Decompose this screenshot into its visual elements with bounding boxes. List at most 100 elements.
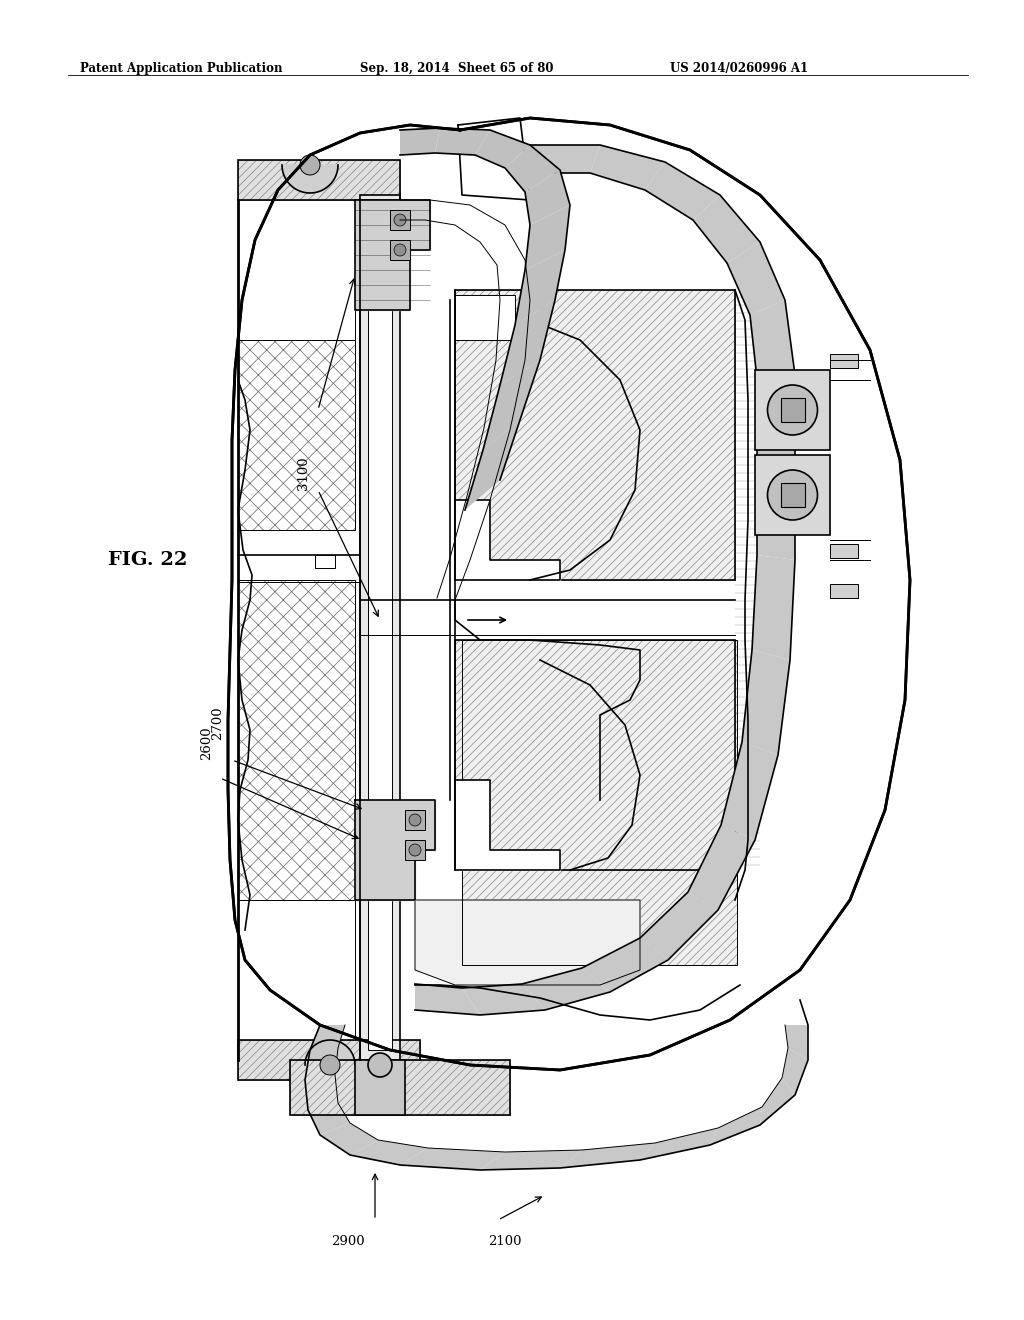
Bar xyxy=(238,900,355,1040)
Bar xyxy=(355,1060,406,1115)
Polygon shape xyxy=(721,742,778,840)
Circle shape xyxy=(319,1055,340,1074)
Bar xyxy=(390,210,410,230)
Polygon shape xyxy=(750,300,795,388)
Polygon shape xyxy=(455,780,560,870)
Bar xyxy=(315,554,335,568)
Bar xyxy=(755,370,830,450)
Polygon shape xyxy=(305,1040,355,1065)
Text: 2600: 2600 xyxy=(201,726,213,760)
Polygon shape xyxy=(415,983,480,1015)
Polygon shape xyxy=(727,242,785,315)
Bar xyxy=(290,1060,510,1115)
Polygon shape xyxy=(515,249,565,325)
Bar xyxy=(238,160,400,201)
Polygon shape xyxy=(522,968,610,1010)
Circle shape xyxy=(768,470,817,520)
Bar xyxy=(390,240,410,260)
Polygon shape xyxy=(752,554,795,660)
Polygon shape xyxy=(355,201,430,310)
Polygon shape xyxy=(483,360,540,450)
Polygon shape xyxy=(310,1026,345,1049)
Polygon shape xyxy=(528,145,600,173)
Polygon shape xyxy=(688,825,755,909)
Polygon shape xyxy=(480,1150,582,1170)
Circle shape xyxy=(768,385,817,436)
Polygon shape xyxy=(590,145,665,190)
Polygon shape xyxy=(350,1140,428,1166)
Bar xyxy=(455,640,735,870)
Bar xyxy=(830,354,858,368)
Bar xyxy=(455,290,735,579)
Bar xyxy=(360,195,400,1060)
Bar xyxy=(368,205,392,1049)
Bar xyxy=(780,483,805,507)
Polygon shape xyxy=(760,1078,795,1125)
Polygon shape xyxy=(525,170,570,224)
Text: 2900: 2900 xyxy=(331,1236,365,1247)
Bar xyxy=(755,455,830,535)
Bar xyxy=(406,840,425,861)
Polygon shape xyxy=(400,128,440,154)
Bar xyxy=(830,544,858,558)
Bar xyxy=(830,583,858,598)
Polygon shape xyxy=(400,1148,505,1170)
Polygon shape xyxy=(355,800,435,900)
Bar xyxy=(238,1040,420,1080)
Polygon shape xyxy=(782,1048,808,1096)
Bar xyxy=(238,579,355,900)
Bar xyxy=(238,1040,420,1080)
Text: Sep. 18, 2014  Sheet 65 of 80: Sep. 18, 2014 Sheet 65 of 80 xyxy=(360,62,554,75)
Polygon shape xyxy=(757,375,795,455)
Polygon shape xyxy=(693,195,760,263)
Polygon shape xyxy=(645,162,720,220)
Polygon shape xyxy=(475,129,530,168)
Circle shape xyxy=(394,244,406,256)
Text: US 2014/0260996 A1: US 2014/0260996 A1 xyxy=(670,62,808,75)
Bar xyxy=(462,640,737,965)
Text: 2100: 2100 xyxy=(488,1236,522,1247)
Polygon shape xyxy=(710,1107,762,1144)
Polygon shape xyxy=(500,300,555,385)
Polygon shape xyxy=(435,128,490,154)
Text: 2700: 2700 xyxy=(212,706,224,741)
Bar xyxy=(238,341,355,531)
Bar xyxy=(238,579,355,900)
Bar xyxy=(455,294,515,341)
Polygon shape xyxy=(560,1143,655,1168)
Polygon shape xyxy=(458,117,530,201)
Bar xyxy=(290,1060,510,1115)
Bar xyxy=(238,201,355,341)
Text: 3100: 3100 xyxy=(297,457,309,490)
Polygon shape xyxy=(582,939,668,993)
Polygon shape xyxy=(305,1048,338,1080)
Bar xyxy=(455,640,735,870)
Polygon shape xyxy=(785,1026,808,1060)
Polygon shape xyxy=(305,1074,338,1110)
Polygon shape xyxy=(308,1104,350,1135)
Polygon shape xyxy=(282,165,338,193)
Polygon shape xyxy=(238,201,355,341)
Polygon shape xyxy=(455,500,560,579)
Polygon shape xyxy=(319,1123,378,1155)
Polygon shape xyxy=(525,205,570,271)
Polygon shape xyxy=(757,455,795,560)
Polygon shape xyxy=(415,900,640,985)
Bar xyxy=(238,160,400,201)
Circle shape xyxy=(394,214,406,226)
Circle shape xyxy=(300,154,319,176)
Bar xyxy=(406,810,425,830)
Polygon shape xyxy=(465,420,520,510)
Polygon shape xyxy=(505,145,560,191)
Bar xyxy=(238,341,355,531)
Polygon shape xyxy=(742,649,790,755)
Bar xyxy=(462,640,737,965)
Circle shape xyxy=(409,814,421,826)
Circle shape xyxy=(409,843,421,855)
Polygon shape xyxy=(233,160,360,1060)
Polygon shape xyxy=(462,983,545,1015)
Bar xyxy=(780,399,805,422)
Bar xyxy=(455,290,735,579)
Polygon shape xyxy=(640,1129,718,1160)
Polygon shape xyxy=(640,892,718,960)
